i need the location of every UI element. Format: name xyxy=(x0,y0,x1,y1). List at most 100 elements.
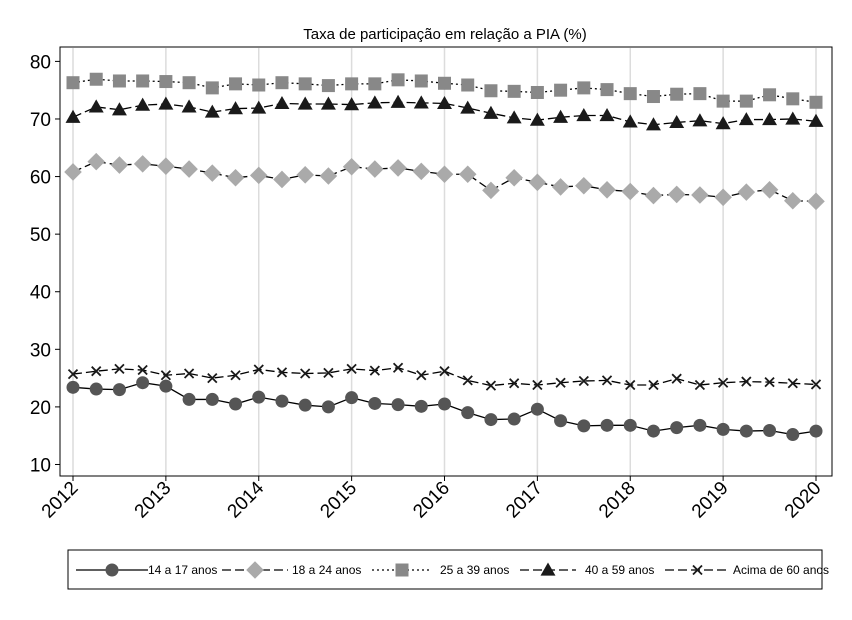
data-point xyxy=(600,83,614,97)
data-point xyxy=(390,94,406,108)
data-point xyxy=(136,74,150,88)
data-point xyxy=(670,421,684,435)
data-point xyxy=(554,83,568,97)
data-point xyxy=(205,81,219,95)
data-point xyxy=(738,112,754,126)
legend-item-2: 18 a 24 anos xyxy=(222,561,361,579)
legend-label: 18 a 24 anos xyxy=(292,563,361,577)
data-point xyxy=(530,402,544,416)
data-point xyxy=(577,419,591,433)
data-point xyxy=(623,87,637,101)
x-tick-label: 2016 xyxy=(409,478,454,523)
data-point xyxy=(507,412,521,426)
series-line xyxy=(72,367,817,387)
data-point xyxy=(367,95,383,109)
data-point xyxy=(551,178,570,196)
data-point xyxy=(575,177,593,195)
data-point xyxy=(183,368,195,379)
data-point xyxy=(136,376,150,390)
x-tick-label: 2018 xyxy=(595,478,640,523)
data-point xyxy=(577,81,591,95)
data-point xyxy=(715,116,731,130)
data-point xyxy=(809,424,823,438)
data-point xyxy=(342,157,361,176)
legend-label: 25 a 39 anos xyxy=(440,563,509,577)
data-point xyxy=(762,112,778,126)
data-point xyxy=(89,382,103,396)
data-point xyxy=(739,94,753,108)
data-point xyxy=(91,366,102,377)
data-point xyxy=(693,87,707,101)
data-point xyxy=(529,112,545,126)
data-point xyxy=(505,168,523,187)
data-point xyxy=(252,390,266,404)
legend: 14 a 17 anos 18 a 24 anos 25 a 39 anos 40 a… xyxy=(67,549,829,590)
data-point xyxy=(368,396,382,410)
data-point xyxy=(320,96,336,110)
data-point xyxy=(274,95,290,110)
data-point xyxy=(461,78,475,92)
data-point xyxy=(764,377,775,388)
data-point xyxy=(739,424,753,438)
data-point xyxy=(599,108,615,122)
data-point xyxy=(416,370,427,381)
data-point xyxy=(809,95,823,109)
data-point xyxy=(346,363,357,375)
data-point xyxy=(763,424,777,438)
series-layer xyxy=(64,72,825,442)
data-point xyxy=(159,75,173,89)
series-line xyxy=(72,101,817,126)
data-point xyxy=(88,99,104,113)
data-point xyxy=(691,186,709,204)
data-point xyxy=(369,365,380,376)
data-point xyxy=(438,76,451,90)
x-tick-label: 2012 xyxy=(38,478,83,523)
data-point xyxy=(298,77,312,91)
data-point xyxy=(482,181,500,200)
data-point xyxy=(159,379,173,393)
legend-item-5: Acima de 60 anos xyxy=(665,563,829,577)
data-point xyxy=(437,95,452,110)
series-5 xyxy=(67,362,822,391)
data-point xyxy=(528,173,547,192)
data-point xyxy=(65,109,81,123)
data-point xyxy=(66,380,80,394)
data-point xyxy=(807,192,825,211)
data-point xyxy=(368,77,382,91)
data-point xyxy=(532,379,543,391)
legend-label: Acima de 60 anos xyxy=(733,563,829,577)
data-point xyxy=(621,182,640,201)
data-point xyxy=(296,166,314,184)
data-point xyxy=(66,76,80,90)
data-point xyxy=(412,162,431,181)
data-point xyxy=(135,97,151,111)
data-point xyxy=(67,368,79,380)
chart-title: Taxa de participação em relação a PIA (%… xyxy=(303,26,586,43)
legend-item-4: 40 a 59 anos xyxy=(520,562,654,577)
data-point xyxy=(693,418,707,432)
data-point xyxy=(810,379,822,390)
data-point xyxy=(319,167,338,185)
data-point xyxy=(737,183,756,201)
data-point xyxy=(717,377,729,388)
y-tick-label: 60 xyxy=(30,168,51,189)
data-point xyxy=(553,109,569,123)
data-point xyxy=(345,77,359,91)
data-point xyxy=(669,114,685,129)
data-point xyxy=(786,428,800,442)
data-point xyxy=(414,399,428,413)
data-point xyxy=(648,379,659,391)
legend-items: 14 a 17 anos 18 a 24 anos 25 a 39 anos 40 a… xyxy=(76,561,829,579)
data-point xyxy=(273,170,291,189)
data-point xyxy=(275,76,289,90)
data-point xyxy=(601,375,613,386)
data-point xyxy=(182,392,196,406)
data-point xyxy=(229,77,243,91)
data-point xyxy=(714,188,732,207)
data-point xyxy=(741,376,752,387)
data-point xyxy=(506,110,522,124)
data-point xyxy=(321,79,335,93)
legend-item-1: 14 a 17 anos xyxy=(76,563,217,577)
legend-item-3: 25 a 39 anos xyxy=(372,563,509,577)
data-point xyxy=(623,418,637,432)
